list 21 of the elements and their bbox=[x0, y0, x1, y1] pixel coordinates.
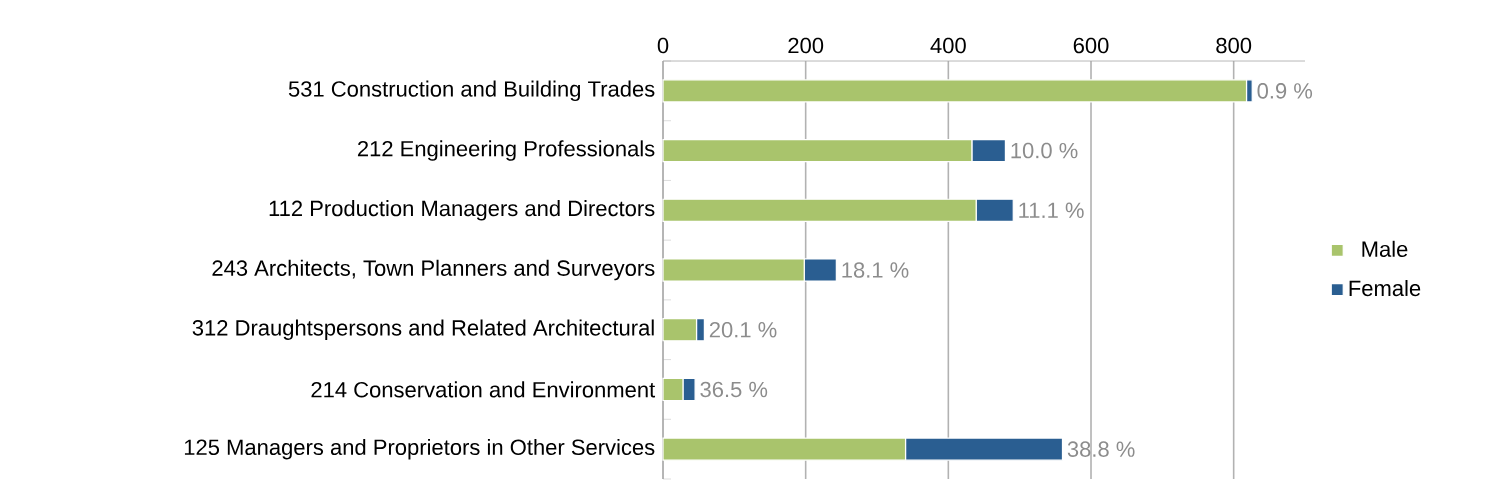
annotation: 38.8 % bbox=[1067, 441, 1135, 457]
y-tick-label: 312 Draughtspersons and Related Architectural bbox=[192, 319, 654, 340]
y-tick-label: 214 Conservation and Environment bbox=[311, 381, 656, 398]
y-tick-label: 125 Managers and Proprietors in Other Services bbox=[184, 438, 655, 460]
legend-label: Female bbox=[1349, 280, 1421, 297]
y-tick-label: 531 Construction and Building Trades bbox=[288, 80, 655, 102]
annotation: 18.1 % bbox=[842, 262, 909, 278]
y-tick-label: 212 Engineering Professionals bbox=[357, 140, 655, 161]
annotation: 11.1 % bbox=[1019, 202, 1084, 218]
x-tick-label: 0 bbox=[657, 37, 669, 54]
annotation: 20.1 % bbox=[709, 321, 777, 338]
x-tick-label: 400 bbox=[930, 37, 966, 54]
x-tick-label: 200 bbox=[788, 37, 824, 54]
x-tick-label: 600 bbox=[1073, 37, 1109, 54]
annotation: 0.9 % bbox=[1257, 83, 1313, 99]
y-tick-label: 112 Production Managers and Directors bbox=[269, 200, 655, 221]
x-tick-label: 800 bbox=[1216, 37, 1252, 54]
annotation: 36.5 % bbox=[700, 381, 768, 398]
y-tick-label: 243 Architects, Town Planners and Surveyors bbox=[212, 259, 655, 281]
annotation: 10.0 % bbox=[1011, 142, 1078, 159]
legend-label: Male bbox=[1362, 240, 1408, 257]
